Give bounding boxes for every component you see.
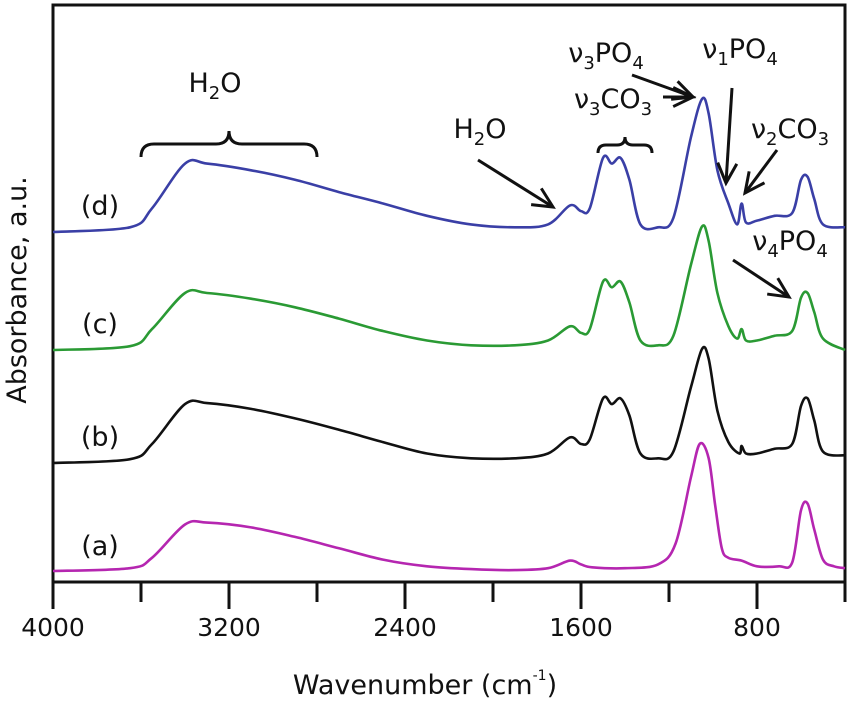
v2co3-arrow: [743, 149, 779, 194]
annotation-subscript: 4: [767, 241, 778, 262]
annotation-h2o-bend: H2O: [453, 114, 506, 150]
series-layer: (a) (b) (c) (d): [52, 96, 846, 573]
annotation-v2co3: ν2CO3: [751, 114, 829, 150]
annotation-text: ν: [751, 114, 766, 145]
series-line-a: [52, 441, 846, 573]
h2o-arrow: [477, 158, 554, 209]
x-axis-label-superscript: -1: [533, 668, 547, 684]
annotation-subscript: 4: [816, 241, 827, 262]
annotation-text: PO: [779, 226, 817, 257]
v3co3-brace: [596, 136, 654, 154]
x-axis-ticks: 4000 3200 2400 1600 800: [21, 582, 847, 642]
annotation-text: CO: [777, 114, 817, 145]
v3po4-arrow: [631, 73, 694, 99]
annotation-subscript: 3: [641, 99, 652, 120]
plot-frame: [51, 3, 847, 584]
annotation-v3po4: ν3PO4: [568, 38, 644, 74]
annotation-h2o-broad: H2O: [188, 68, 241, 104]
x-tick-label: 2400: [373, 613, 437, 642]
annotation-v1po4: ν1PO4: [702, 34, 778, 70]
annotation-subscript: 2: [766, 129, 777, 150]
annotation-text: H: [188, 68, 208, 99]
x-tick-label: 3200: [197, 613, 261, 642]
annotation-text: PO: [595, 38, 633, 69]
annotation-subscript: 3: [583, 53, 594, 74]
series-label-b: (b): [81, 422, 119, 453]
annotation-subscript: 3: [818, 129, 829, 150]
annotation-text: ν: [574, 84, 589, 115]
annotation-text: O: [485, 114, 506, 145]
x-axis-label-close: ): [547, 670, 558, 701]
v4po4-arrow: [732, 258, 790, 299]
annotation-v3co3: ν3CO3: [574, 84, 652, 120]
annotation-subscript: 2: [474, 129, 485, 150]
x-tick-label: 800: [733, 613, 781, 642]
annotation-text: PO: [729, 34, 767, 65]
v4po4-arrow-head: [766, 277, 792, 299]
annotation-text: O: [220, 68, 241, 99]
v2co3-arrow-head: [742, 171, 766, 196]
x-axis-label: Wavenumber (cm-1): [293, 668, 557, 701]
series-line-c: [52, 224, 846, 352]
annotation-subscript: 4: [632, 53, 643, 74]
annotation-subscript: 4: [766, 49, 777, 70]
y-axis-label: Absorbance, a.u.: [2, 176, 33, 404]
x-axis-label-text: Wavenumber (cm: [293, 670, 533, 701]
series-label-d: (d): [81, 191, 119, 222]
annotation-subscript: 2: [209, 83, 220, 104]
series-label-c: (c): [82, 309, 118, 340]
h2o-brace: [139, 130, 319, 158]
annotation-text: ν: [568, 38, 583, 69]
annotation-text: ν: [702, 34, 717, 65]
annotation-text: CO: [600, 84, 640, 115]
plot-border: [51, 3, 847, 584]
annotation-text: H: [453, 114, 473, 145]
series-line-b: [52, 345, 846, 465]
h2o-arrow-head: [530, 187, 556, 209]
annotation-text: ν: [752, 226, 767, 257]
v1po4-arrow-head: [716, 162, 739, 187]
series-line-d: [52, 96, 846, 234]
annotation-subscript: 1: [717, 49, 728, 70]
annotation-v4po4: ν4PO4: [752, 226, 828, 262]
v1po4-arrow: [724, 87, 734, 184]
x-tick-label: 4000: [21, 613, 85, 642]
annotation-subscript: 3: [589, 99, 600, 120]
x-tick-label: 1600: [549, 613, 613, 642]
v3po4-arrow-head: [670, 80, 697, 101]
series-label-a: (a): [81, 531, 119, 562]
